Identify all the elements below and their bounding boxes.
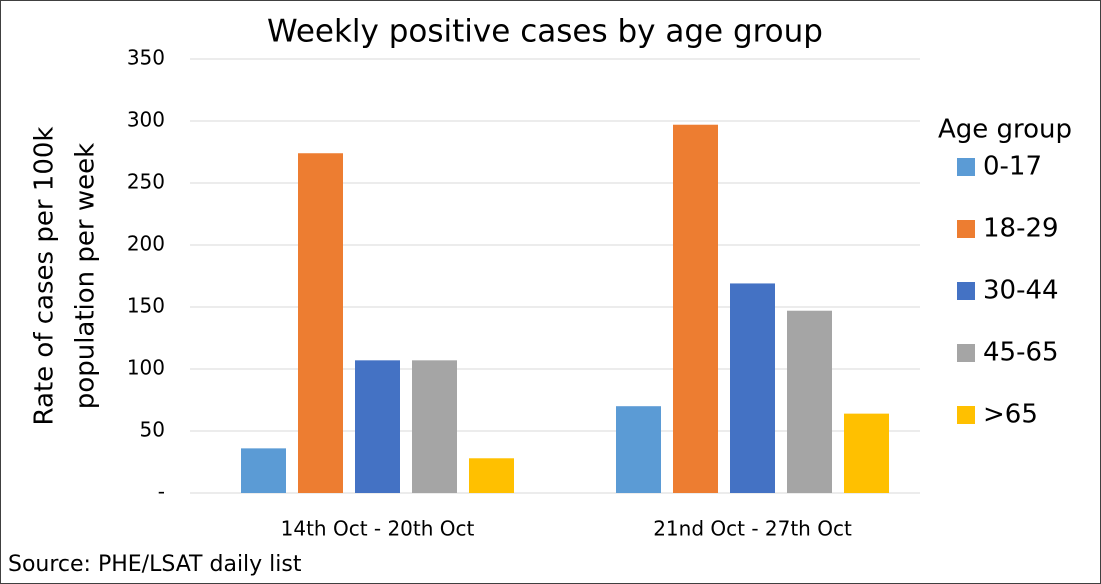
chart-title: Weekly positive cases by age group xyxy=(267,14,823,50)
bar xyxy=(469,458,514,493)
bar xyxy=(844,413,889,493)
y-tick-label: 350 xyxy=(127,46,165,70)
bar xyxy=(355,360,400,493)
bar xyxy=(241,448,286,493)
legend-swatch xyxy=(957,220,975,238)
x-tick-label: 21nd Oct - 27th Oct xyxy=(653,517,852,541)
bar xyxy=(673,124,718,493)
legend-title: Age group xyxy=(938,115,1072,145)
bar xyxy=(412,360,457,493)
legend-label: 0-17 xyxy=(983,152,1042,182)
bar xyxy=(298,153,343,494)
y-tick-label: - xyxy=(158,480,165,504)
legend-swatch xyxy=(957,158,975,176)
bar xyxy=(787,310,832,493)
y-axis-label: population per week xyxy=(71,143,101,409)
y-tick-label: 300 xyxy=(127,108,165,132)
legend-label: >65 xyxy=(983,400,1038,430)
y-tick-label: 200 xyxy=(127,232,165,256)
x-tick-label: 14th Oct - 20th Oct xyxy=(281,517,475,541)
y-tick-label: 150 xyxy=(127,294,165,318)
y-tick-label: 100 xyxy=(127,356,165,380)
source-note: Source: PHE/LSAT daily list xyxy=(8,552,302,577)
y-tick-label: 250 xyxy=(127,170,165,194)
legend-swatch xyxy=(957,344,975,362)
legend-swatch xyxy=(957,406,975,424)
legend-label: 18-29 xyxy=(983,214,1059,244)
legend-label: 45-65 xyxy=(983,338,1059,368)
y-axis-label: Rate of cases per 100k xyxy=(30,127,60,426)
legend-label: 30-44 xyxy=(983,276,1059,306)
bar xyxy=(730,283,775,493)
bar xyxy=(616,406,661,493)
legend-swatch xyxy=(957,282,975,300)
y-tick-label: 50 xyxy=(140,418,165,442)
